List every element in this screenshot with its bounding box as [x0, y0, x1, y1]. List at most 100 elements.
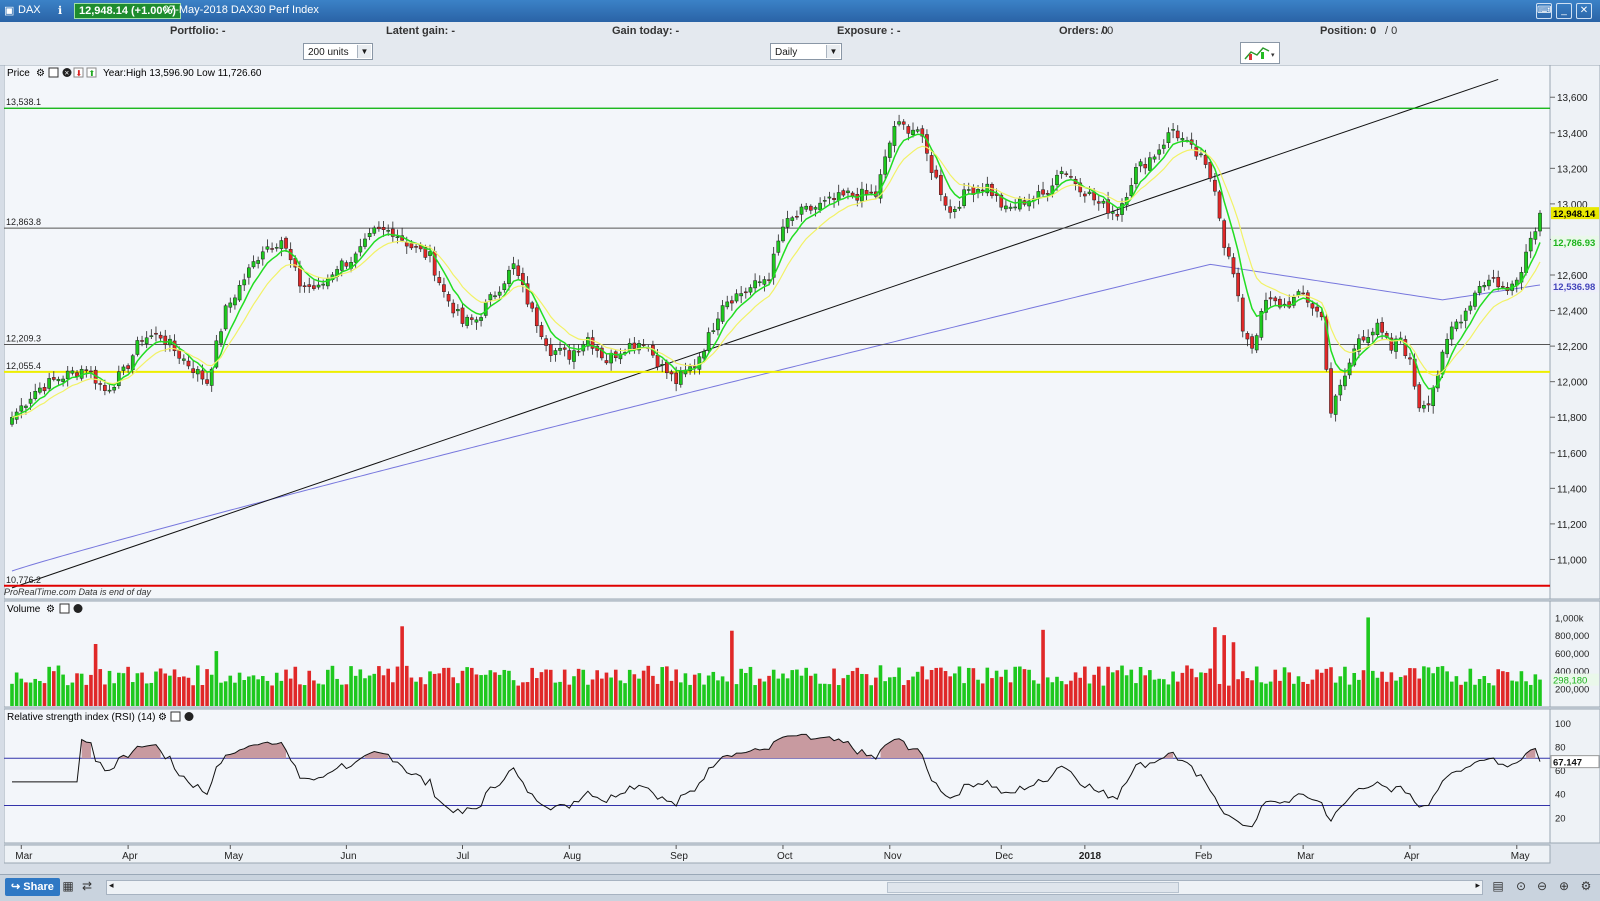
volume-bar — [154, 671, 158, 706]
close-panel-icon[interactable] — [62, 68, 72, 77]
candle-body — [1017, 198, 1022, 210]
candle-body — [1473, 292, 1477, 307]
close-panel-icon[interactable] — [73, 604, 83, 613]
candle-body — [469, 317, 474, 320]
trendline[interactable] — [11, 78, 1499, 589]
volume-bar — [70, 682, 75, 706]
volume-bar — [451, 677, 456, 706]
volume-bar — [1129, 669, 1134, 706]
portfolio-label: Portfolio: - — [170, 25, 226, 37]
rsi-tick-label: 100 — [1555, 719, 1571, 730]
volume-bar — [270, 685, 274, 706]
zoom-auto-icon[interactable]: ⊙ — [1515, 879, 1527, 893]
candle-body — [1329, 368, 1333, 414]
wrench-icon[interactable]: ⚙ — [36, 68, 45, 79]
volume-bar — [446, 667, 451, 706]
dax-chart[interactable]: 13,538.1 12,863.8 12,209.3 12,055.4 10,776.2… — [3, 64, 1600, 874]
scroll-left-icon[interactable]: ◂ — [109, 880, 114, 890]
volume-bar — [906, 680, 911, 706]
zoom-out-icon[interactable]: ⊖ — [1536, 879, 1548, 893]
keyboard-icon[interactable]: ⌨ — [1536, 3, 1552, 19]
candle-body — [1254, 335, 1259, 351]
candle-body — [632, 342, 637, 349]
volume-bar — [604, 672, 609, 706]
candle-body — [832, 198, 836, 201]
volume-bar — [1398, 676, 1403, 706]
close-button[interactable]: ✕ — [1576, 3, 1592, 19]
interval-select[interactable]: Daily ▼ — [770, 43, 842, 60]
zoom-in-icon[interactable]: ⊕ — [1558, 879, 1570, 893]
candle-body — [711, 330, 716, 332]
arrow-up-icon[interactable] — [86, 67, 97, 78]
layout-icon[interactable]: ▤ — [1492, 879, 1504, 893]
volume-bar — [572, 676, 576, 706]
volume-bar — [1078, 677, 1083, 706]
volume-bar — [177, 677, 181, 706]
volume-bar — [395, 666, 400, 706]
volume-bar — [400, 626, 404, 706]
candle-body — [144, 337, 149, 344]
info-icon[interactable]: ℹ — [58, 5, 63, 17]
minimize-button[interactable]: _ — [1556, 3, 1572, 19]
arrow-down-icon[interactable] — [73, 67, 84, 78]
candle-body — [734, 293, 739, 302]
maximize-panel-icon[interactable] — [48, 67, 59, 78]
volume-bar — [1148, 670, 1152, 706]
volume-bar — [214, 651, 219, 706]
horizontal-scrollbar[interactable]: ◂ ▸ — [106, 880, 1483, 895]
volume-bar — [897, 667, 901, 706]
price-axis-bg — [1549, 64, 1600, 600]
candle-body — [10, 416, 14, 425]
volume-bar — [38, 680, 42, 706]
close-panel-icon[interactable] — [184, 712, 194, 721]
volume-bar — [1059, 681, 1064, 706]
volume-bar — [976, 679, 980, 706]
volume-bar — [149, 682, 154, 706]
candle-body — [790, 217, 795, 221]
volume-bar — [84, 684, 89, 706]
candle-body — [1477, 286, 1482, 294]
candle-body — [103, 385, 107, 391]
close-x-glyph: × — [65, 69, 70, 78]
volume-bar — [502, 669, 507, 706]
wrench-icon[interactable]: ⚙ — [46, 604, 55, 615]
candle-body — [42, 387, 47, 392]
grid-icon[interactable]: ▦ — [62, 879, 74, 893]
volume-bar — [10, 683, 14, 706]
share-button[interactable]: ↪ Share — [5, 878, 60, 896]
price-tick-label: 12,000 — [1557, 378, 1588, 389]
volume-bar — [892, 676, 897, 706]
rsi-last-bg — [1550, 755, 1600, 769]
maximize-panel-icon[interactable] — [59, 603, 70, 614]
volume-bar — [669, 680, 674, 706]
candle-body — [1148, 157, 1152, 171]
candle-body — [697, 356, 702, 370]
volume-bar — [590, 679, 595, 706]
volume-bar — [358, 669, 363, 706]
candle-body — [604, 360, 609, 364]
candle-body — [279, 240, 284, 249]
units-select[interactable]: 200 units ▼ — [303, 43, 373, 60]
volume-bar — [121, 673, 126, 706]
maximize-panel-icon[interactable] — [170, 711, 181, 722]
last-price-label-bg — [1551, 207, 1599, 220]
volume-bar — [367, 675, 372, 706]
volume-bar — [753, 685, 757, 706]
scrollbar-thumb[interactable] — [887, 882, 1179, 893]
volume-bar — [832, 668, 836, 706]
volume-bar — [1264, 683, 1268, 706]
settings-icon[interactable]: ⚙ — [1580, 879, 1592, 893]
volume-bar — [24, 682, 28, 706]
wrench-icon[interactable]: ⚙ — [158, 712, 167, 723]
volume-bar — [344, 684, 349, 706]
chart-type-button[interactable]: ▾ — [1240, 42, 1280, 64]
candle-body — [906, 126, 911, 134]
compare-icon[interactable]: ⇄ — [81, 879, 93, 893]
volume-bar — [725, 681, 730, 706]
scroll-right-icon[interactable]: ▸ — [1475, 880, 1480, 890]
latent-gain-label: Latent gain: - — [386, 25, 456, 37]
candle-body — [948, 206, 953, 213]
volume-bar — [623, 683, 627, 706]
volume-bar — [47, 666, 51, 706]
candle-body — [1250, 336, 1254, 349]
